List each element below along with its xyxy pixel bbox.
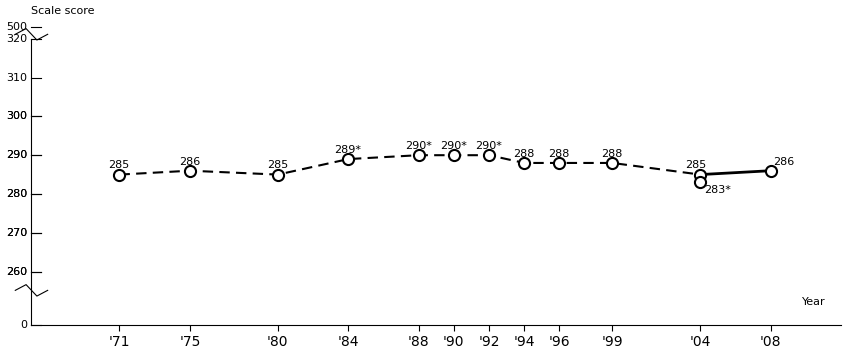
Text: 285: 285: [267, 161, 288, 171]
Text: 290*: 290*: [404, 141, 432, 151]
Text: 260: 260: [6, 267, 27, 277]
Text: 280: 280: [6, 189, 27, 199]
Text: 285: 285: [685, 161, 706, 171]
Text: 280: 280: [6, 189, 27, 199]
Text: 300: 300: [7, 111, 27, 121]
Text: 288: 288: [513, 149, 534, 159]
Text: 286: 286: [179, 157, 200, 167]
Text: 290: 290: [6, 150, 27, 160]
Text: 290: 290: [6, 150, 27, 160]
Text: 289*: 289*: [334, 145, 361, 155]
Text: Year: Year: [802, 297, 826, 307]
Text: 270: 270: [6, 228, 27, 238]
Text: 270: 270: [6, 228, 27, 238]
Text: 286: 286: [773, 157, 794, 167]
Text: 285: 285: [109, 161, 130, 171]
Text: Scale score: Scale score: [31, 6, 95, 16]
Text: 290*: 290*: [475, 141, 502, 151]
Text: 0: 0: [20, 320, 27, 330]
Text: 320: 320: [6, 34, 27, 44]
Text: 283*: 283*: [705, 185, 731, 195]
Text: 288: 288: [549, 149, 570, 159]
Text: 288: 288: [601, 149, 622, 159]
Text: 260: 260: [6, 267, 27, 277]
Text: 290*: 290*: [440, 141, 467, 151]
Text: 310: 310: [7, 73, 27, 83]
Text: 500: 500: [7, 22, 27, 32]
Text: 300: 300: [7, 111, 27, 121]
